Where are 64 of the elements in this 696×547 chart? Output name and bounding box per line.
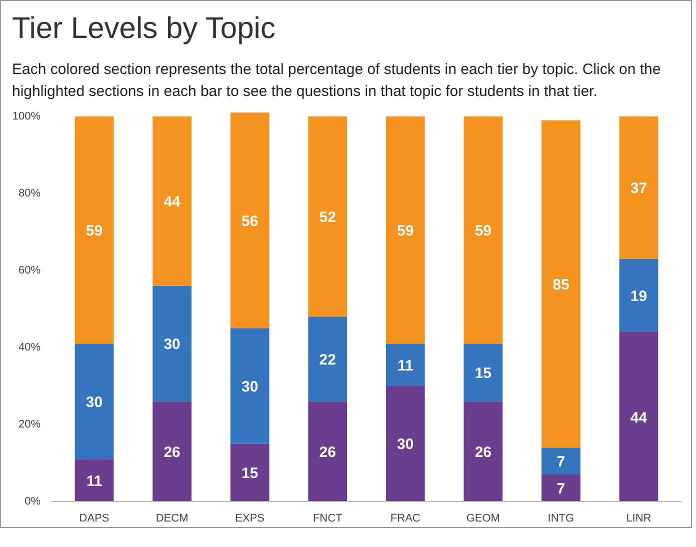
data-label: 7 (556, 480, 566, 498)
y-tick-label: 100% (12, 110, 41, 123)
data-label: 44 (164, 194, 182, 211)
x-tick-label: LINR (626, 512, 652, 525)
data-label: 26 (319, 444, 336, 462)
bar (464, 402, 503, 502)
y-tick-label: 80% (18, 188, 41, 200)
bar (386, 386, 425, 502)
data-label: 56 (241, 213, 258, 230)
bar (464, 116, 503, 344)
data-label: 26 (474, 444, 492, 462)
y-tick-label: 40% (18, 342, 41, 354)
bar (619, 332, 658, 502)
data-label: 85 (552, 276, 570, 294)
bar (74, 459, 114, 502)
x-tick-label: DAPS (79, 512, 110, 525)
bar (152, 402, 192, 502)
chart-title: Tier Levels by Topic (12, 11, 276, 47)
bar (542, 120, 580, 448)
data-label: 26 (164, 444, 180, 462)
bar (74, 344, 114, 460)
data-label: 11 (86, 473, 102, 490)
data-label: 59 (474, 222, 492, 240)
x-tick-label: FRAC (390, 512, 420, 525)
data-label: 44 (630, 410, 648, 427)
x-tick-label: INTG (548, 512, 574, 525)
data-label: 59 (86, 222, 103, 240)
y-tick-label: 60% (18, 264, 41, 277)
bar (308, 402, 348, 502)
bar (542, 474, 580, 502)
bar (308, 116, 348, 317)
bar (152, 286, 192, 402)
bar (386, 116, 425, 344)
x-tick-label: EXPS (235, 512, 265, 525)
data-label: 30 (241, 378, 258, 396)
y-tick-label: 0% (24, 496, 41, 508)
data-label: 22 (319, 352, 336, 369)
data-label: 30 (397, 436, 414, 454)
bar (308, 316, 348, 402)
data-label: 30 (164, 336, 180, 354)
data-label: 11 (397, 358, 414, 375)
bar (230, 328, 270, 444)
data-label: 52 (319, 209, 336, 226)
x-tick-label: DECM (156, 512, 188, 525)
bar (464, 344, 503, 402)
bar (230, 444, 270, 502)
data-label: 30 (86, 394, 103, 412)
bar (619, 259, 658, 332)
data-label: 15 (474, 365, 492, 382)
bar (230, 112, 270, 329)
data-label: 19 (630, 288, 648, 306)
data-label: 7 (556, 454, 566, 471)
bar (74, 116, 114, 344)
bar (386, 344, 425, 386)
data-label: 59 (397, 222, 414, 240)
chart-subtitle: Each colored section represents the total percentage of students in each tier by topic. Click on the highlighted sections in each bar to see the questions in that topic for students in that tier. (12, 60, 662, 102)
x-tick-label: FNCT (312, 512, 343, 525)
y-tick-label: 20% (18, 418, 41, 431)
data-label: 37 (630, 180, 648, 198)
data-label: 15 (241, 465, 258, 482)
bar (619, 116, 658, 260)
bar (152, 116, 192, 286)
x-tick-label: GEOM (466, 512, 500, 525)
bar (542, 448, 580, 475)
